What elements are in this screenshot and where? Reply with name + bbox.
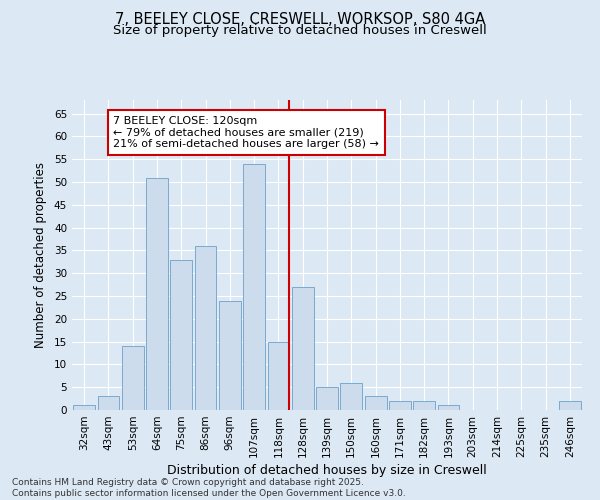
- Bar: [219, 300, 241, 410]
- Text: Size of property relative to detached houses in Creswell: Size of property relative to detached ho…: [113, 24, 487, 37]
- Text: 7 BEELEY CLOSE: 120sqm
← 79% of detached houses are smaller (219)
21% of semi-de: 7 BEELEY CLOSE: 120sqm ← 79% of detached…: [113, 116, 379, 149]
- Text: Contains HM Land Registry data © Crown copyright and database right 2025.
Contai: Contains HM Land Registry data © Crown c…: [12, 478, 406, 498]
- Bar: [316, 387, 338, 410]
- Text: 7, BEELEY CLOSE, CRESWELL, WORKSOP, S80 4GA: 7, BEELEY CLOSE, CRESWELL, WORKSOP, S80 …: [115, 12, 485, 28]
- Bar: [146, 178, 168, 410]
- Bar: [559, 401, 581, 410]
- Bar: [122, 346, 143, 410]
- Bar: [437, 406, 460, 410]
- Bar: [268, 342, 289, 410]
- Bar: [243, 164, 265, 410]
- Bar: [194, 246, 217, 410]
- Bar: [413, 401, 435, 410]
- Bar: [73, 406, 95, 410]
- Bar: [389, 401, 411, 410]
- Y-axis label: Number of detached properties: Number of detached properties: [34, 162, 47, 348]
- Bar: [340, 382, 362, 410]
- Bar: [97, 396, 119, 410]
- Bar: [170, 260, 192, 410]
- Bar: [292, 287, 314, 410]
- X-axis label: Distribution of detached houses by size in Creswell: Distribution of detached houses by size …: [167, 464, 487, 477]
- Bar: [365, 396, 386, 410]
